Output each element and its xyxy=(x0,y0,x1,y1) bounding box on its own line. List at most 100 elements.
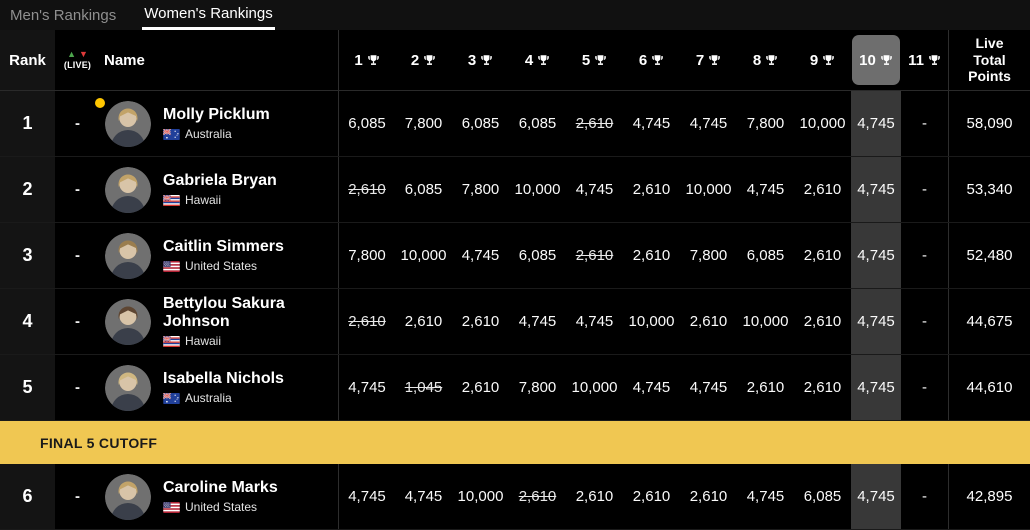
event-score: 10,000 xyxy=(514,181,561,198)
event-4-header[interactable]: 4 xyxy=(509,30,566,90)
table-row[interactable]: 5 - Isabella Nichols Australia 4,745 1,0… xyxy=(0,355,1030,421)
athlete-name: Gabriela Bryan xyxy=(163,171,277,189)
rank-change: - xyxy=(75,379,80,396)
athlete-avatar xyxy=(105,232,151,279)
event-score: 6,085 xyxy=(461,115,500,132)
event-number: 4 xyxy=(524,51,534,69)
country-name: United States xyxy=(185,500,258,515)
event-score: - xyxy=(922,379,927,396)
event-score: 4,745 xyxy=(746,488,785,505)
rank-change: - xyxy=(75,313,80,330)
rank-value: 3 xyxy=(0,223,55,288)
event-score: 2,610 xyxy=(632,488,671,505)
event-score: 4,745 xyxy=(338,464,395,529)
event-score: 2,610 xyxy=(689,488,728,505)
event-1-header[interactable]: 1 xyxy=(338,30,395,90)
trophy-icon xyxy=(595,54,607,65)
event-score: 4,745 xyxy=(575,181,614,198)
rank-value: 1 xyxy=(0,91,55,156)
event-score: 2,610 xyxy=(803,181,842,198)
athlete-avatar xyxy=(105,298,151,345)
event-score: 4,745 xyxy=(404,488,443,505)
event-score: 2,610 xyxy=(338,157,395,222)
event-score: 10,000 xyxy=(685,181,732,198)
flag-australia-icon xyxy=(163,128,180,140)
event-10-header[interactable]: 10 xyxy=(851,30,901,90)
rank-change: - xyxy=(75,488,80,505)
country-name: Australia xyxy=(185,391,232,406)
table-row[interactable]: 1 - Molly Picklum Australia 6,085 7,800 … xyxy=(0,91,1030,157)
event-number: 7 xyxy=(695,51,705,69)
event-2-header[interactable]: 2 xyxy=(395,30,452,90)
event-score: - xyxy=(922,115,927,132)
table-row[interactable]: 6 - Caroline Marks United States 4,745 4… xyxy=(0,464,1030,530)
event-7-header[interactable]: 7 xyxy=(680,30,737,90)
athlete-avatar xyxy=(105,100,151,147)
event-score: 2,610 xyxy=(575,115,614,132)
rank-column-header: Rank xyxy=(0,30,55,90)
final-5-cutoff-label: FINAL 5 CUTOFF xyxy=(40,434,158,451)
live-change-column-header: ▲ ▼ (LIVE) xyxy=(55,30,100,90)
rank-value: 2 xyxy=(0,157,55,222)
event-score: 4,745 xyxy=(746,181,785,198)
event-score: 2,610 xyxy=(689,313,728,330)
athlete-cell: Caitlin Simmers United States xyxy=(100,223,338,288)
event-score: 4,745 xyxy=(632,379,671,396)
event-score: 4,745 xyxy=(632,115,671,132)
event-score: 4,745 xyxy=(689,379,728,396)
event-score: 4,745 xyxy=(851,355,901,420)
athlete-avatar xyxy=(105,166,151,213)
event-11-header[interactable]: 11 xyxy=(901,30,948,90)
event-score: 10,000 xyxy=(400,247,447,264)
event-number: 8 xyxy=(752,51,762,69)
country-name: Australia xyxy=(185,127,232,142)
event-number: 10 xyxy=(859,51,876,69)
live-label: (LIVE) xyxy=(63,60,92,70)
total-points: 53,340 xyxy=(948,157,1030,222)
country-name: Hawaii xyxy=(185,193,222,208)
table-row[interactable]: 4 - Bettylou Sakura Johnson Hawaii 2,610… xyxy=(0,289,1030,355)
event-6-header[interactable]: 6 xyxy=(623,30,680,90)
trophy-icon xyxy=(766,54,778,65)
flag-hawaii-icon xyxy=(163,194,180,206)
event-score: 6,085 xyxy=(518,115,557,132)
tab-womens-rankings[interactable]: Women's Rankings xyxy=(142,0,275,30)
table-row[interactable]: 3 - Caitlin Simmers United States 7,800 … xyxy=(0,223,1030,289)
athlete-cell: Molly Picklum Australia xyxy=(95,91,338,156)
trophy-icon xyxy=(929,54,940,65)
athlete-avatar xyxy=(105,364,151,411)
trophy-icon xyxy=(481,54,493,65)
event-8-header[interactable]: 8 xyxy=(737,30,794,90)
athlete-cell: Isabella Nichols Australia xyxy=(100,355,338,420)
event-score: 2,610 xyxy=(803,313,842,330)
event-score: 2,610 xyxy=(746,379,785,396)
event-number: 1 xyxy=(354,51,363,69)
event-score: 2,610 xyxy=(632,247,671,264)
country-name: United States xyxy=(185,259,258,274)
country-name: Hawaii xyxy=(185,334,222,349)
trophy-icon xyxy=(709,54,721,65)
athlete-cell: Gabriela Bryan Hawaii xyxy=(100,157,338,222)
table-row[interactable]: 2 - Gabriela Bryan Hawaii 2,610 6,085 7,… xyxy=(0,157,1030,223)
athlete-cell: Caroline Marks United States xyxy=(100,464,338,529)
athlete-avatar xyxy=(105,473,151,520)
event-score: 4,745 xyxy=(518,313,557,330)
event-score: 10,000 xyxy=(742,313,789,330)
event-number: 2 xyxy=(410,51,420,69)
rank-value: 5 xyxy=(0,355,55,420)
total-points: 44,675 xyxy=(948,289,1030,354)
tab-mens-rankings[interactable]: Men's Rankings xyxy=(10,6,117,24)
rank-value: 6 xyxy=(0,464,55,529)
final-5-cutoff-banner: FINAL 5 CUTOFF xyxy=(0,421,1030,464)
event-9-header[interactable]: 9 xyxy=(794,30,851,90)
event-3-header[interactable]: 3 xyxy=(452,30,509,90)
event-score: 6,085 xyxy=(338,91,395,156)
event-score: 2,610 xyxy=(803,379,842,396)
event-score: 6,085 xyxy=(518,247,557,264)
trophy-icon xyxy=(367,54,379,65)
event-score: 10,000 xyxy=(628,313,675,330)
trophy-icon xyxy=(424,54,436,65)
event-5-header[interactable]: 5 xyxy=(566,30,623,90)
event-number: 3 xyxy=(467,51,477,69)
flag-hawaii-icon xyxy=(163,335,180,347)
